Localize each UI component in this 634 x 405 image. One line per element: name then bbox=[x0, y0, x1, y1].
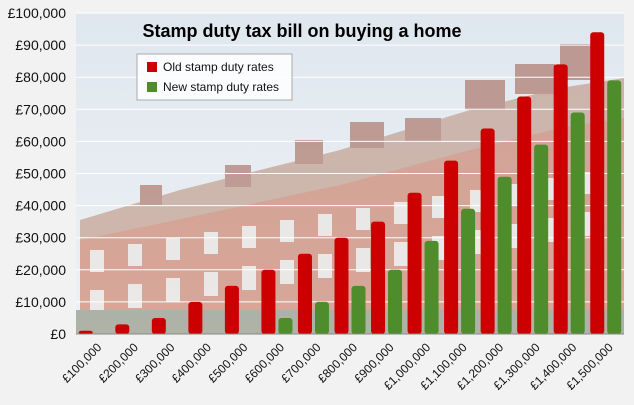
bar-old-rates bbox=[115, 324, 130, 334]
y-tick-label: £50,000 bbox=[15, 166, 66, 182]
y-tick-label: £30,000 bbox=[15, 230, 66, 246]
bar-old-rates bbox=[371, 221, 386, 334]
bar-new-rates bbox=[534, 144, 549, 334]
bar-old-rates bbox=[78, 330, 93, 334]
bar-old-rates bbox=[224, 285, 239, 334]
bar-new-rates bbox=[278, 317, 293, 334]
bar-old-rates bbox=[444, 160, 459, 334]
bar-old-rates bbox=[553, 64, 568, 335]
bar-old-rates bbox=[261, 269, 276, 334]
y-tick-label: £40,000 bbox=[15, 198, 66, 214]
bar-old-rates bbox=[407, 192, 422, 334]
chart-title: Stamp duty tax bill on buying a home bbox=[142, 21, 461, 41]
bar-new-rates bbox=[607, 80, 622, 334]
bar-new-rates bbox=[461, 208, 476, 334]
bar-new-rates bbox=[314, 301, 329, 334]
legend-swatch bbox=[147, 82, 157, 92]
bar-old-rates bbox=[590, 32, 605, 334]
bar-new-rates bbox=[351, 285, 366, 334]
bar-new-rates bbox=[424, 240, 439, 334]
bar-new-rates bbox=[388, 269, 403, 334]
y-tick-label: £80,000 bbox=[15, 69, 66, 85]
bar-old-rates bbox=[334, 237, 349, 334]
bar-old-rates bbox=[188, 301, 203, 334]
bar-new-rates bbox=[497, 176, 512, 334]
legend: Old stamp duty rates New stamp duty rates bbox=[136, 53, 293, 101]
bar-old-rates bbox=[517, 96, 532, 335]
y-tick-label: £70,000 bbox=[15, 101, 66, 117]
bar-old-rates bbox=[151, 317, 166, 334]
y-tick-label: £0 bbox=[50, 326, 66, 342]
legend-label: Old stamp duty rates bbox=[163, 60, 274, 74]
bar-old-rates bbox=[480, 128, 495, 334]
y-tick-label: £100,000 bbox=[8, 5, 67, 21]
legend-swatch bbox=[147, 62, 157, 72]
y-tick-label: £60,000 bbox=[15, 133, 66, 149]
bar-new-rates bbox=[570, 112, 585, 334]
y-tick-label: £20,000 bbox=[15, 262, 66, 278]
bar-old-rates bbox=[297, 253, 312, 334]
y-tick-label: £90,000 bbox=[15, 37, 66, 53]
legend-label: New stamp duty rates bbox=[163, 80, 279, 94]
y-tick-label: £10,000 bbox=[15, 294, 66, 310]
